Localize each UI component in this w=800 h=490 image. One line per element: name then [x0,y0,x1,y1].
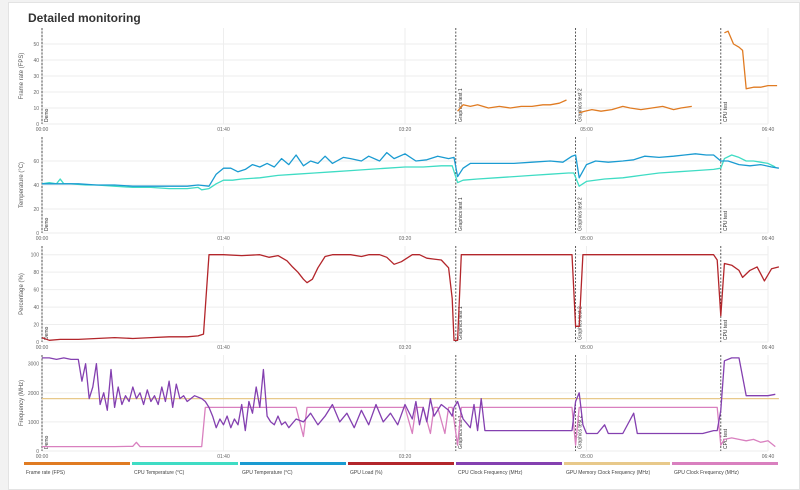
test-marker-label: Graphics test 2 [578,415,584,449]
x-tick-label: 06:40 [762,454,775,460]
y-tick-label: 20 [33,90,39,96]
x-tick-label: 06:40 [762,345,775,351]
y-tick-label: 10 [33,106,39,112]
series-line [42,357,776,435]
page-title: Detailed monitoring [28,11,141,25]
y-tick-label: 0 [36,231,39,237]
test-marker-label: Demo [44,435,50,449]
x-tick-label: 03:20 [399,127,412,133]
test-marker-label: CPU test [723,101,729,122]
legend-label: GPU Load (%) [350,470,383,476]
test-marker-label: Graphics test 1 [458,88,464,122]
test-marker-label: Graphics test 2 [578,197,584,231]
test-marker-label: CPU test [723,319,729,340]
y-tick-label: 30 [33,74,39,80]
x-tick-label: 03:20 [399,345,412,351]
legend-label: Frame rate (FPS) [26,470,65,476]
x-tick-label: 03:20 [399,236,412,242]
x-tick-label: 05:00 [580,127,593,133]
y-axis-label: Percentage (%) [19,273,25,315]
series-line [457,99,567,112]
y-tick-label: 0 [36,449,39,455]
y-tick-label: 0 [36,122,39,128]
legend-swatch [240,462,346,465]
y-tick-label: 20 [33,323,39,329]
x-tick-label: 05:00 [580,236,593,242]
x-tick-label: 01:40 [217,345,230,351]
x-tick-label: 01:40 [217,236,230,242]
y-tick-label: 100 [31,253,40,259]
test-marker-label: Graphics test 1 [458,415,464,449]
test-marker-label: Demo [44,108,50,122]
x-tick-label: 05:00 [580,345,593,351]
chart-panel-3: 0 20 40 60 80 100 00:00 01:40 03:20 05:00 06:40 Per… [19,246,780,351]
y-tick-label: 60 [33,159,39,165]
legend-swatch [456,462,562,465]
legend: Frame rate (FPS) CPU Temperature (°C) GPU … [24,462,778,476]
legend-swatch [672,462,778,465]
y-axis-label: Frequency (MHz) [19,380,25,426]
y-axis-label: Frame rate (FPS) [19,53,25,100]
series-line [579,105,692,114]
x-tick-label: 03:20 [399,454,412,460]
x-tick-label: 01:40 [217,454,230,460]
series-line [42,406,776,448]
legend-label: GPU Temperature (°C) [242,470,293,476]
x-tick-label: 00:00 [36,236,49,242]
y-tick-label: 40 [33,305,39,311]
test-marker-label: Demo [44,217,50,231]
y-tick-label: 50 [33,42,39,48]
y-tick-label: 20 [33,207,39,213]
legend-swatch [132,462,238,465]
legend-label: CPU Clock Frequency (MHz) [458,470,523,476]
y-tick-label: 40 [33,58,39,64]
chart-panel-2: 0 20 40 60 00:00 01:40 03:20 05:00 06:40 Temperat… [19,137,780,242]
y-tick-label: 80 [33,270,39,276]
legend-label: GPU Memory Clock Frequency (MHz) [566,470,651,476]
y-tick-label: 40 [33,183,39,189]
x-tick-label: 01:40 [217,127,230,133]
y-tick-label: 3000 [28,362,39,368]
test-marker-label: Graphics test 1 [458,197,464,231]
y-tick-label: 1000 [28,420,39,426]
y-axis-label: Temperature (°C) [19,162,25,208]
x-tick-label: 05:00 [580,454,593,460]
legend-label: GPU Clock Frequency (MHz) [674,470,739,476]
x-tick-label: 06:40 [762,236,775,242]
test-marker-label: Demo [44,326,50,340]
y-tick-label: 0 [36,340,39,346]
y-tick-label: 2000 [28,391,39,397]
legend-label: CPU Temperature (°C) [134,470,185,476]
legend-swatch [348,462,454,465]
x-tick-label: 00:00 [36,345,49,351]
legend-swatch [564,462,670,465]
chart-panel-4: 0 1000 2000 3000 00:00 01:40 03:20 05:00 06:40 Fr… [19,355,779,460]
series-line [724,30,778,90]
legend-swatch [24,462,130,465]
y-tick-label: 60 [33,288,39,294]
series-line [42,151,780,187]
test-marker-label: Graphics test 1 [458,306,464,340]
series-line [41,254,780,341]
x-tick-label: 00:00 [36,454,49,460]
x-tick-label: 06:40 [762,127,775,133]
test-marker-label: Graphics test 2 [578,306,584,340]
test-marker-label: CPU test [723,210,729,231]
chart-panel-1: 0 10 20 30 40 50 00:00 01:40 03:20 05:00 06:40 Fram… [19,28,778,133]
test-marker-label: Graphics test 2 [578,88,584,122]
x-tick-label: 00:00 [36,127,49,133]
series-line [41,154,776,191]
